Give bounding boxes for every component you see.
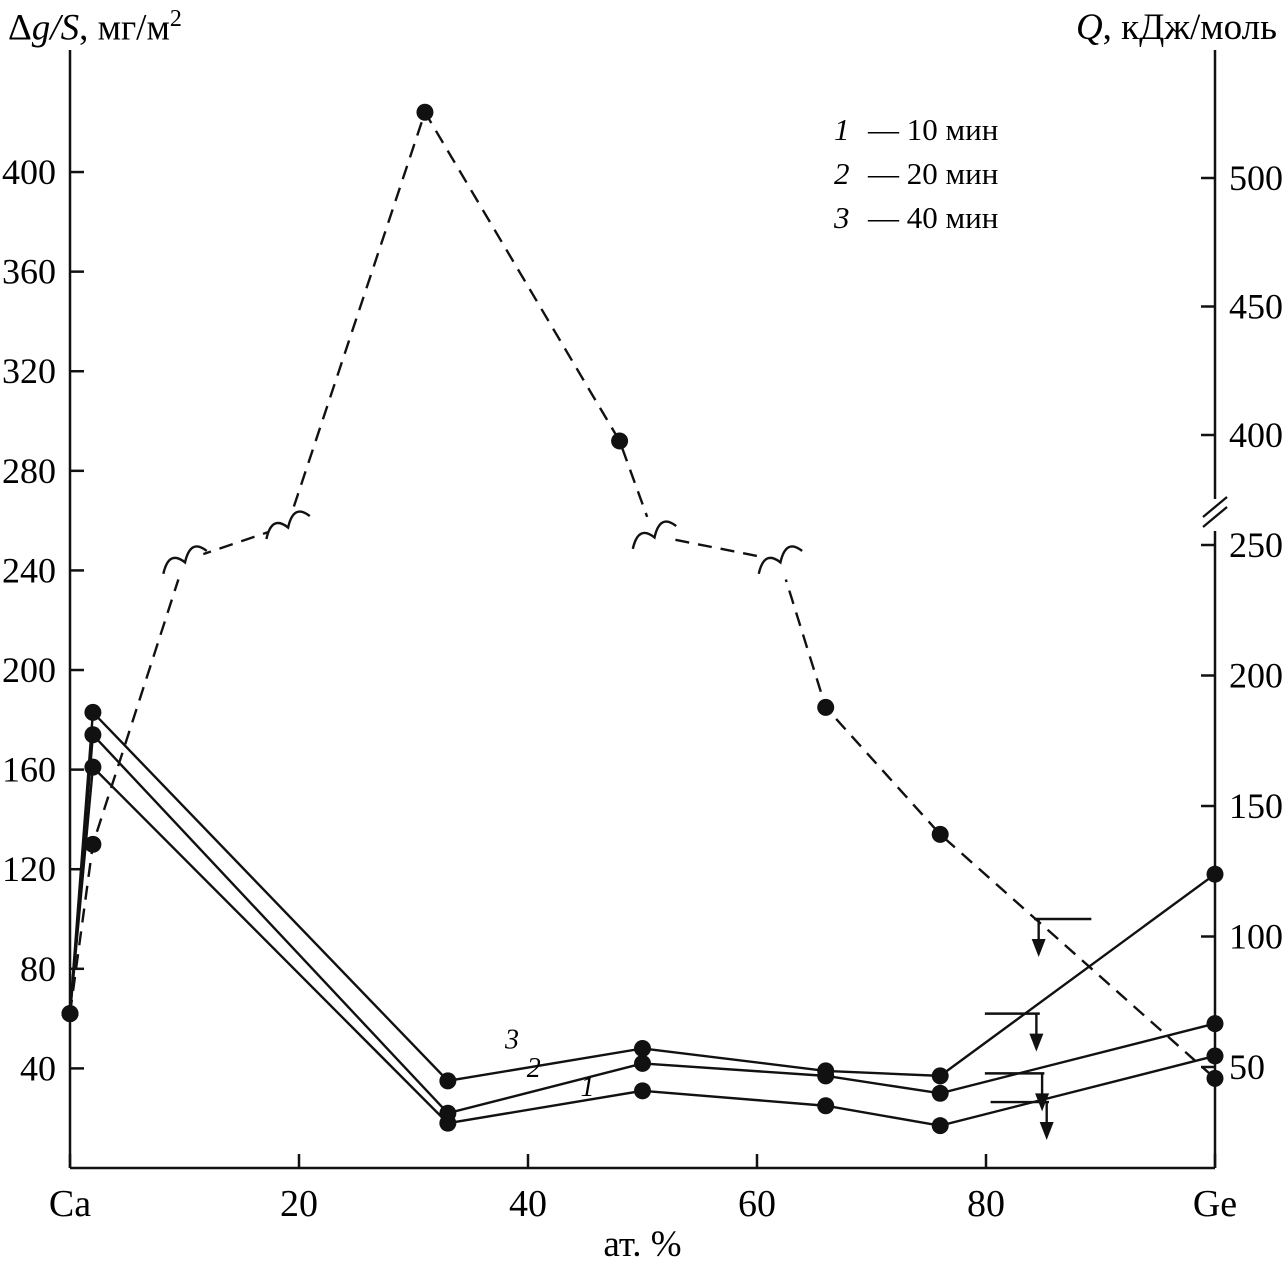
svg-text:Ca: Ca <box>49 1183 91 1225</box>
legend: 1— 10 мин 2— 20 мин 3— 40 мин <box>834 108 998 240</box>
svg-text:80: 80 <box>967 1183 1005 1225</box>
x-axis-title: ат. % <box>603 1224 682 1265</box>
legend-item: 2— 20 мин <box>834 156 999 191</box>
svg-text:80: 80 <box>20 949 56 989</box>
svg-text:320: 320 <box>2 351 56 391</box>
svg-text:60: 60 <box>738 1183 776 1225</box>
svg-text:240: 240 <box>2 550 56 590</box>
svg-text:50: 50 <box>1229 1047 1265 1087</box>
svg-text:150: 150 <box>1229 786 1283 826</box>
svg-text:3: 3 <box>504 1024 519 1055</box>
svg-text:280: 280 <box>2 451 56 491</box>
legend-item: 3— 40 мин <box>834 200 999 235</box>
svg-text:120: 120 <box>2 849 56 889</box>
left-axis-title: Δg/S, мг/м2 <box>8 6 182 49</box>
svg-text:160: 160 <box>2 750 56 790</box>
svg-text:200: 200 <box>2 650 56 690</box>
svg-text:20: 20 <box>280 1183 318 1225</box>
svg-text:100: 100 <box>1229 917 1283 957</box>
svg-text:500: 500 <box>1229 158 1283 198</box>
svg-text:Ge: Ge <box>1193 1183 1237 1225</box>
right-axis-title: Q, кДж/моль <box>1075 7 1277 48</box>
svg-text:40: 40 <box>509 1183 547 1225</box>
svg-text:2: 2 <box>527 1053 541 1084</box>
svg-text:360: 360 <box>2 252 56 292</box>
legend-item: 1— 10 мин <box>834 112 999 147</box>
svg-text:450: 450 <box>1229 287 1283 327</box>
svg-text:1: 1 <box>581 1072 595 1103</box>
svg-text:40: 40 <box>20 1048 56 1088</box>
svg-text:200: 200 <box>1229 656 1283 696</box>
svg-text:250: 250 <box>1229 525 1283 565</box>
svg-text:400: 400 <box>1229 415 1283 455</box>
svg-text:400: 400 <box>2 152 56 192</box>
